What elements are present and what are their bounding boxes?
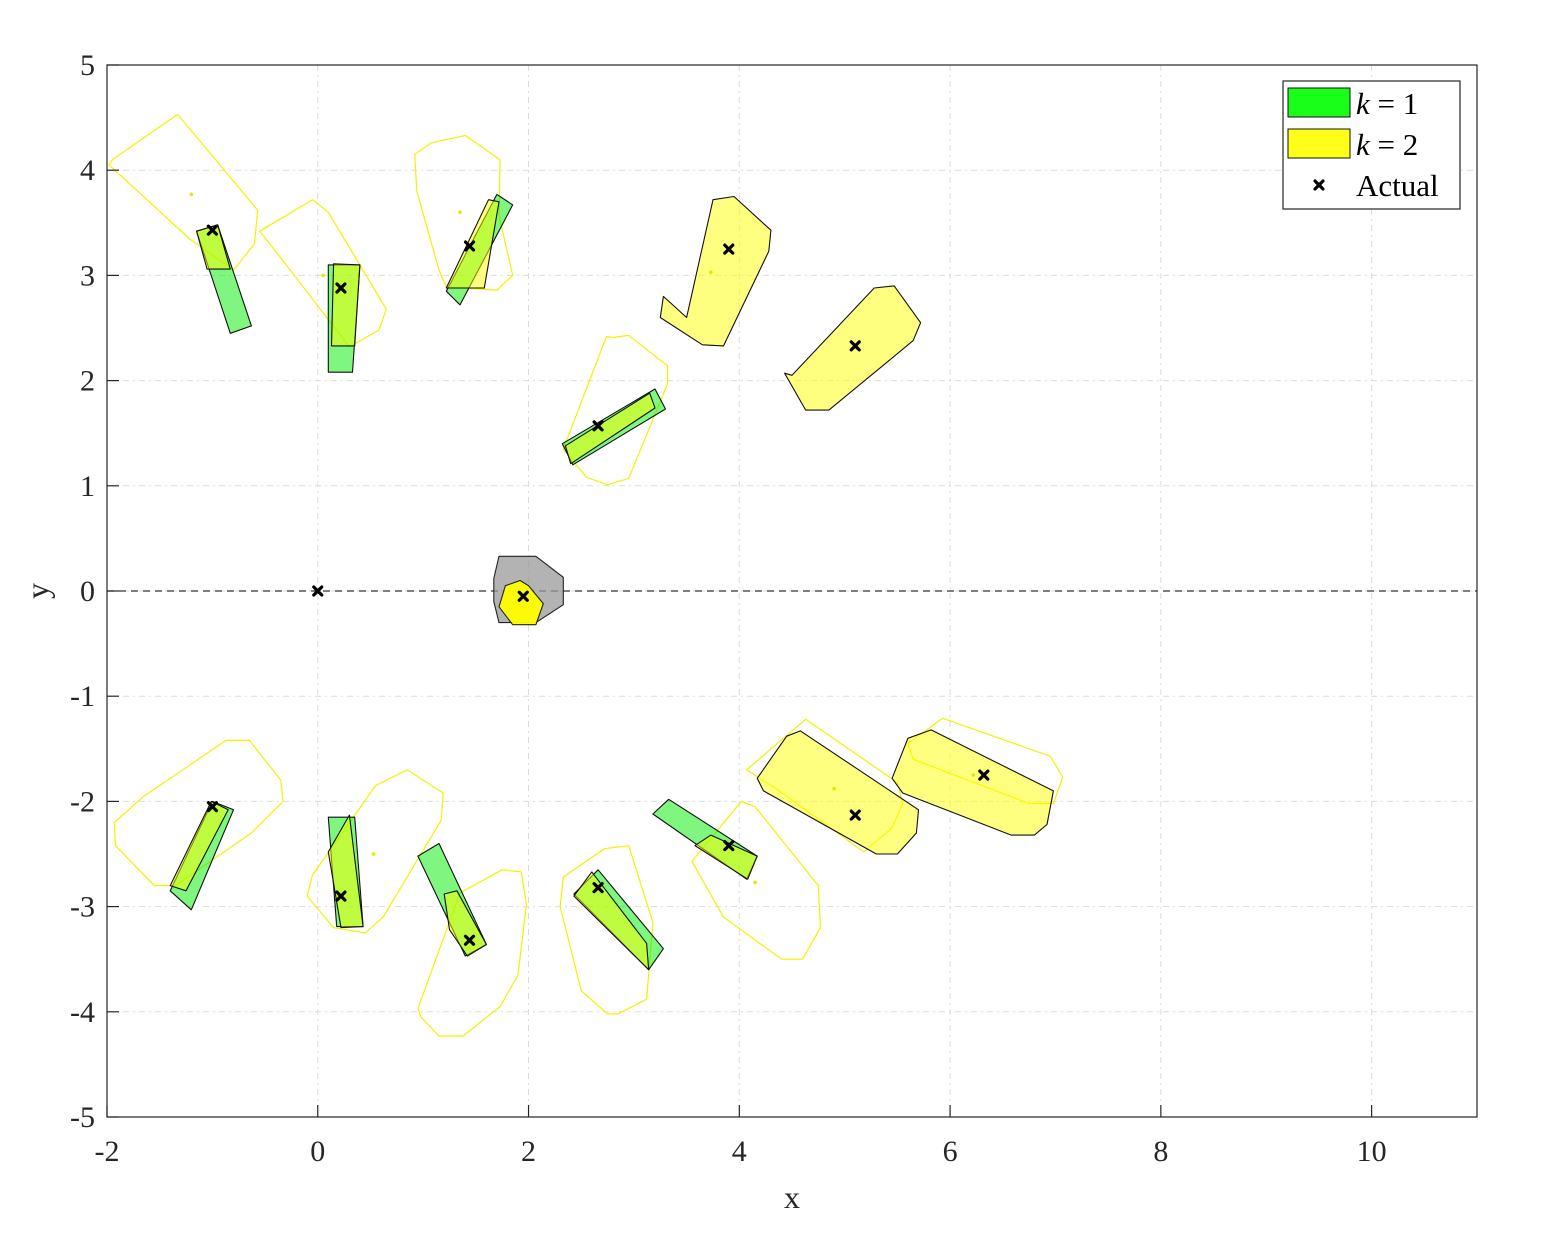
- k2-region-8: [443, 890, 487, 957]
- k2-outline-region-6: [417, 869, 528, 1037]
- prediction-point-7: [971, 773, 976, 777]
- k2-outline-region-1: [258, 198, 387, 348]
- actual-points: [206, 224, 990, 946]
- x-tick-label-4: 6: [943, 1135, 958, 1168]
- y-tick-label-7: 2: [80, 365, 95, 398]
- x-tick-label-5: 8: [1153, 1135, 1168, 1168]
- actual-point-12: [723, 839, 735, 852]
- y-tick-label-10: 5: [80, 49, 95, 82]
- y-tick-label-6: 1: [80, 470, 95, 503]
- actual-point-3: [335, 282, 347, 294]
- legend: k = 1 k = 2 Actual: [1282, 80, 1461, 210]
- actual-point-13: [849, 809, 861, 821]
- k2-region-4: [659, 195, 772, 347]
- prediction-point-6: [753, 880, 757, 885]
- x-tick-label-0: -2: [95, 1135, 120, 1168]
- prediction-point-3: [709, 270, 713, 275]
- x-axis-label: x: [784, 1179, 800, 1215]
- actual-point-8: [206, 801, 218, 813]
- k2-outline-region-0: [108, 113, 259, 271]
- actual-point-1: [517, 590, 529, 602]
- actual-point-5: [723, 243, 735, 255]
- k2-region-11: [756, 730, 920, 855]
- actual-point-9: [335, 890, 347, 902]
- k2-region-1: [330, 263, 361, 347]
- actual-point-7: [592, 420, 604, 432]
- y-tick-label-3: -2: [70, 785, 95, 818]
- x-tick-label-6: 10: [1357, 1135, 1387, 1168]
- actual-point-4: [463, 240, 476, 252]
- k2-outline-region-8: [691, 800, 822, 960]
- prediction-points: [189, 192, 976, 885]
- prediction-point-5: [832, 786, 836, 791]
- actual-point-14: [978, 769, 990, 781]
- y-axis-label: y: [19, 583, 55, 599]
- k2-region-12: [891, 729, 1054, 836]
- x-tick-label-3: 4: [732, 1135, 747, 1168]
- y-tick-label-9: 4: [80, 154, 95, 187]
- prediction-point-1: [321, 273, 325, 278]
- y-tick-label-2: -3: [70, 891, 95, 924]
- legend-label-1: k = 2: [1356, 127, 1418, 162]
- k2-region-10: [694, 834, 758, 880]
- axis-ticks: -2 0 2 4 6 8 10 -5 -4 -3 -2 -1 0 1 2 3 4 5: [70, 49, 1387, 1168]
- actual-point-11: [592, 882, 604, 894]
- legend-label-2: Actual: [1356, 168, 1439, 203]
- k2-region-9: [573, 871, 650, 971]
- y-tick-label-8: 3: [80, 259, 95, 292]
- actual-point-6: [849, 340, 861, 352]
- y-tick-label-5: 0: [80, 575, 95, 608]
- x-tick-label-2: 2: [521, 1135, 536, 1168]
- legend-swatch-1: [1287, 128, 1351, 159]
- k2-outline-region-4: [113, 739, 284, 887]
- legend-label-0: k = 1: [1356, 86, 1418, 121]
- y-tick-label-4: -1: [70, 680, 95, 713]
- y-tick-label-0: -5: [70, 1101, 95, 1134]
- actual-point-10: [463, 934, 476, 946]
- actual-point-2: [206, 224, 218, 236]
- x-tick-label-1: 0: [310, 1135, 325, 1168]
- k2-outline-region-7: [559, 844, 654, 1015]
- k2-region-6: [169, 800, 229, 892]
- ego-region-1: [498, 579, 544, 626]
- k2-outline-region-3: [562, 334, 669, 486]
- legend-swatch-2: [1313, 179, 1325, 191]
- y-tick-label-1: -4: [70, 996, 95, 1029]
- legend-swatch-0: [1287, 87, 1351, 118]
- k2-region-3: [564, 392, 656, 465]
- actual-point-0: [312, 585, 324, 597]
- prediction-point-4: [371, 852, 376, 856]
- prediction-point-0: [189, 192, 194, 197]
- k2-outline-region-2: [414, 134, 514, 291]
- prediction-point-2: [458, 210, 462, 215]
